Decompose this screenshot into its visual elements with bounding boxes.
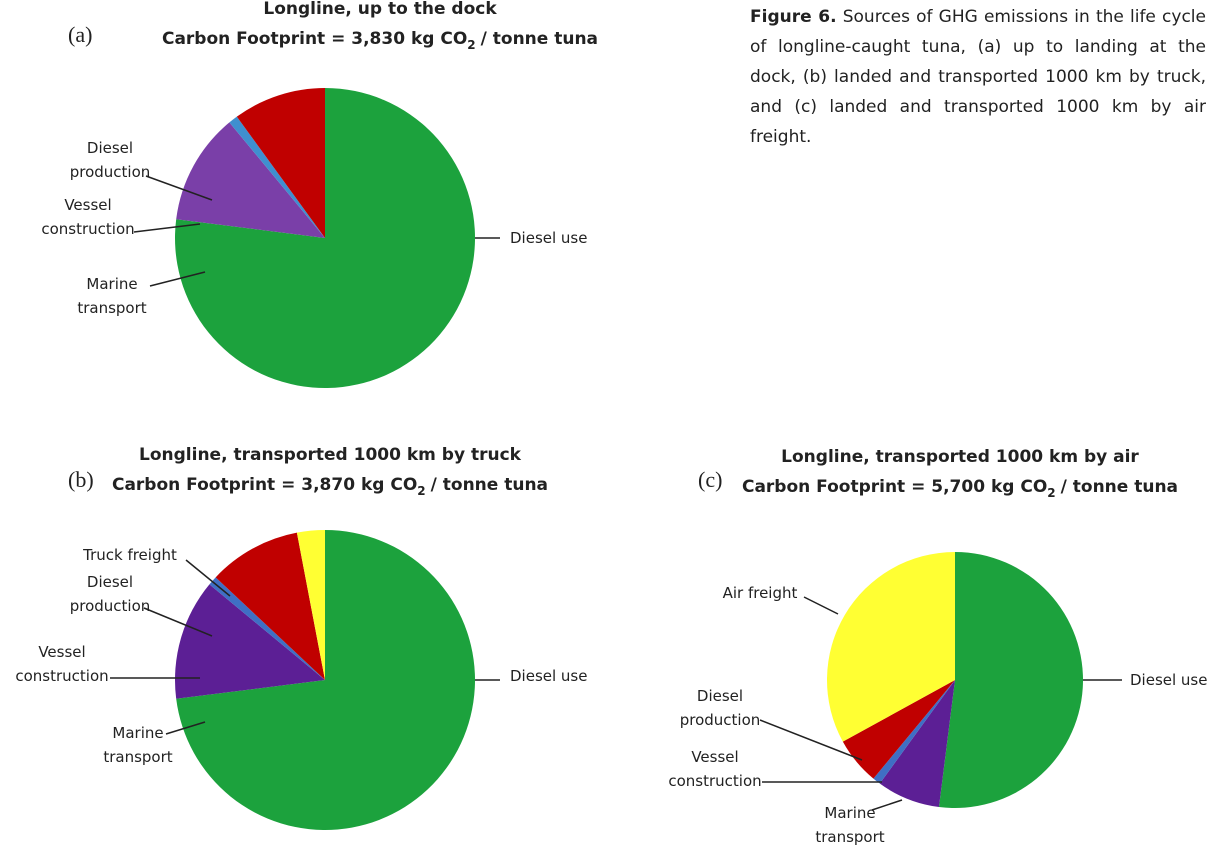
panel-label: (a) xyxy=(68,22,92,47)
chart-subtitle: Carbon Footprint = 3,870 kg CO2 / tonne t… xyxy=(112,475,548,498)
leader-line xyxy=(803,596,839,615)
chart-title: Longline, up to the dock xyxy=(263,0,497,19)
slice-label: Marine transport xyxy=(77,275,146,317)
chart-title: Longline, transported 1000 km by air xyxy=(781,447,1139,467)
subtitle-text: / tonne tuna xyxy=(1061,477,1178,497)
pie-slice xyxy=(215,532,325,680)
subtitle-text: Carbon Footprint = 3,830 kg CO xyxy=(162,29,467,49)
leader-line xyxy=(759,719,863,761)
slice-label: Marine transport xyxy=(103,724,172,766)
leader-line xyxy=(149,271,206,287)
subtitle-text: Carbon Footprint = 5,700 kg CO xyxy=(742,477,1047,497)
slice-label: Diesel production xyxy=(680,687,761,729)
pie-slice xyxy=(176,122,325,238)
slice-label: Diesel use xyxy=(1130,671,1207,689)
slice-label: Diesel production xyxy=(70,573,151,615)
subtitle-text: Carbon Footprint = 3,870 kg CO xyxy=(112,475,417,495)
pie-slice xyxy=(842,680,955,779)
chart-title: Longline, transported 1000 km by truck xyxy=(139,445,522,465)
slice-label: Diesel production xyxy=(70,139,151,181)
pie-slice xyxy=(175,584,325,699)
chart-subtitle: Carbon Footprint = 3,830 kg CO2 / tonne t… xyxy=(162,29,598,52)
leader-line xyxy=(145,175,213,201)
caption: Figure 6. Sources of GHG emissions in th… xyxy=(750,2,1206,152)
pie-slice xyxy=(229,116,325,238)
pie-slice xyxy=(296,530,325,680)
subtitle-text: / tonne tuna xyxy=(481,29,598,49)
leader-line xyxy=(143,607,213,637)
pie-slice xyxy=(938,552,1083,808)
pie-slice xyxy=(209,577,325,680)
slice-label: Vessel construction xyxy=(15,643,108,685)
panel-label: (b) xyxy=(68,467,94,492)
caption-label: Figure 6. xyxy=(750,7,837,27)
slice-label: Vessel construction xyxy=(668,748,761,790)
slice-label: Diesel use xyxy=(510,229,587,247)
subtitle-subscript: 2 xyxy=(467,38,475,52)
pie-slice xyxy=(236,88,325,238)
slice-label: Vessel construction xyxy=(41,196,134,238)
slice-label: Diesel use xyxy=(510,667,587,685)
subtitle-text: / tonne tuna xyxy=(431,475,548,495)
slice-label: Air freight xyxy=(723,584,798,602)
panel-label: (c) xyxy=(698,467,722,492)
slice-label: Marine transport xyxy=(815,804,884,846)
subtitle-subscript: 2 xyxy=(417,484,425,498)
pie-slice xyxy=(873,680,955,784)
chart-subtitle: Carbon Footprint = 5,700 kg CO2 / tonne t… xyxy=(742,477,1178,500)
leader-line xyxy=(185,559,231,597)
slice-label: Truck freight xyxy=(82,546,177,564)
leader-line xyxy=(871,799,903,811)
leader-line xyxy=(165,721,206,735)
subtitle-subscript: 2 xyxy=(1047,486,1055,500)
pie-slice xyxy=(879,680,955,807)
caption-text: Sources of GHG emissions in the life cyc… xyxy=(750,7,1206,147)
pie-slice xyxy=(827,552,955,742)
pie-slice xyxy=(176,530,475,830)
leader-line xyxy=(133,223,201,233)
